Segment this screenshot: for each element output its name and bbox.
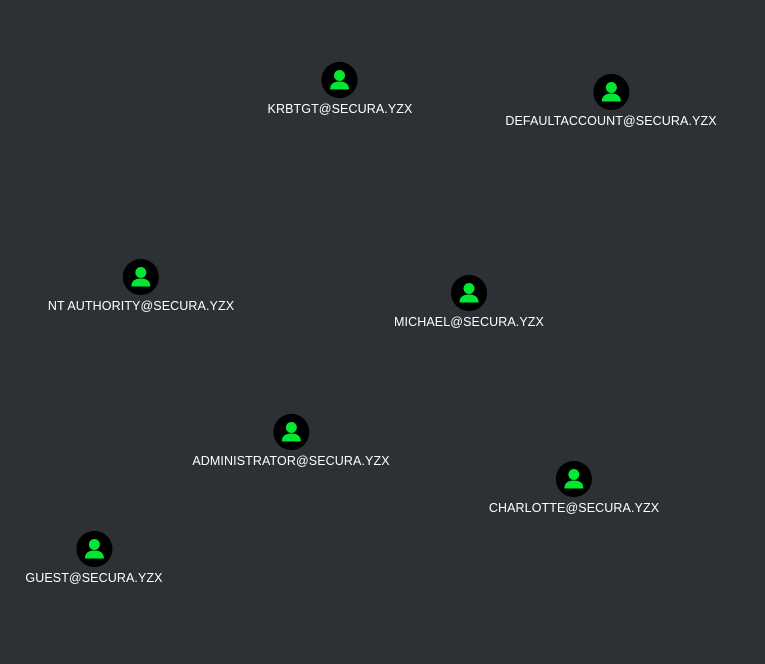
user-icon: [123, 259, 159, 295]
node-label: NT AUTHORITY@SECURA.YZX: [47, 299, 235, 313]
user-node-nt-authority[interactable]: NT AUTHORITY@SECURA.YZX: [48, 259, 234, 313]
user-node-administrator[interactable]: ADMINISTRATOR@SECURA.YZX: [192, 414, 390, 468]
user-icon: [593, 74, 629, 110]
user-icon: [451, 275, 487, 311]
node-label: GUEST@SECURA.YZX: [25, 571, 163, 585]
user-icon: [322, 62, 358, 98]
user-node-guest[interactable]: GUEST@SECURA.YZX: [25, 531, 163, 585]
user-icon: [556, 461, 592, 497]
user-node-defaultaccount[interactable]: DEFAULTACCOUNT@SECURA.YZX: [505, 74, 717, 128]
node-label: CHARLOTTE@SECURA.YZX: [488, 501, 660, 515]
user-icon: [75, 531, 112, 567]
node-label: DEFAULTACCOUNT@SECURA.YZX: [505, 114, 717, 128]
node-label: KRBTGT@SECURA.YZX: [267, 102, 413, 116]
node-label: MICHAEL@SECURA.YZX: [394, 315, 544, 329]
user-icon: [272, 414, 309, 450]
user-node-charlotte[interactable]: CHARLOTTE@SECURA.YZX: [489, 461, 659, 515]
node-label: ADMINISTRATOR@SECURA.YZX: [192, 454, 390, 468]
user-node-krbtgt[interactable]: KRBTGT@SECURA.YZX: [268, 62, 413, 116]
user-node-michael[interactable]: MICHAEL@SECURA.YZX: [394, 275, 544, 329]
